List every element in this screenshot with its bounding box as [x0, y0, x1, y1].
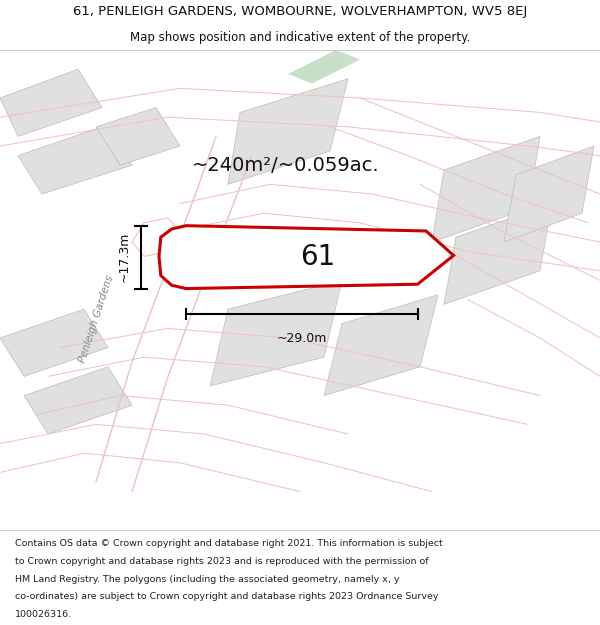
Polygon shape [24, 367, 132, 434]
Text: co-ordinates) are subject to Crown copyright and database rights 2023 Ordnance S: co-ordinates) are subject to Crown copyr… [15, 592, 439, 601]
Text: HM Land Registry. The polygons (including the associated geometry, namely x, y: HM Land Registry. The polygons (includin… [15, 574, 400, 584]
Text: 61: 61 [301, 243, 335, 271]
Text: ~240m²/~0.059ac.: ~240m²/~0.059ac. [192, 156, 380, 175]
Polygon shape [288, 50, 360, 84]
Polygon shape [228, 79, 348, 184]
Polygon shape [0, 309, 108, 376]
Polygon shape [18, 127, 132, 194]
Text: Penleigh Gardens: Penleigh Gardens [77, 274, 115, 364]
Text: Contains OS data © Crown copyright and database right 2021. This information is : Contains OS data © Crown copyright and d… [15, 539, 443, 549]
Polygon shape [432, 136, 540, 242]
Text: ~17.3m: ~17.3m [117, 232, 130, 282]
Polygon shape [324, 295, 438, 396]
Polygon shape [0, 69, 102, 136]
Text: 61, PENLEIGH GARDENS, WOMBOURNE, WOLVERHAMPTON, WV5 8EJ: 61, PENLEIGH GARDENS, WOMBOURNE, WOLVERH… [73, 4, 527, 18]
Polygon shape [96, 107, 180, 165]
Text: to Crown copyright and database rights 2023 and is reproduced with the permissio: to Crown copyright and database rights 2… [15, 557, 428, 566]
Polygon shape [444, 204, 552, 304]
Text: 100026316.: 100026316. [15, 610, 72, 619]
Text: ~29.0m: ~29.0m [277, 332, 327, 345]
Polygon shape [210, 281, 342, 386]
Polygon shape [159, 226, 454, 289]
Polygon shape [504, 146, 594, 242]
Text: Map shows position and indicative extent of the property.: Map shows position and indicative extent… [130, 31, 470, 44]
